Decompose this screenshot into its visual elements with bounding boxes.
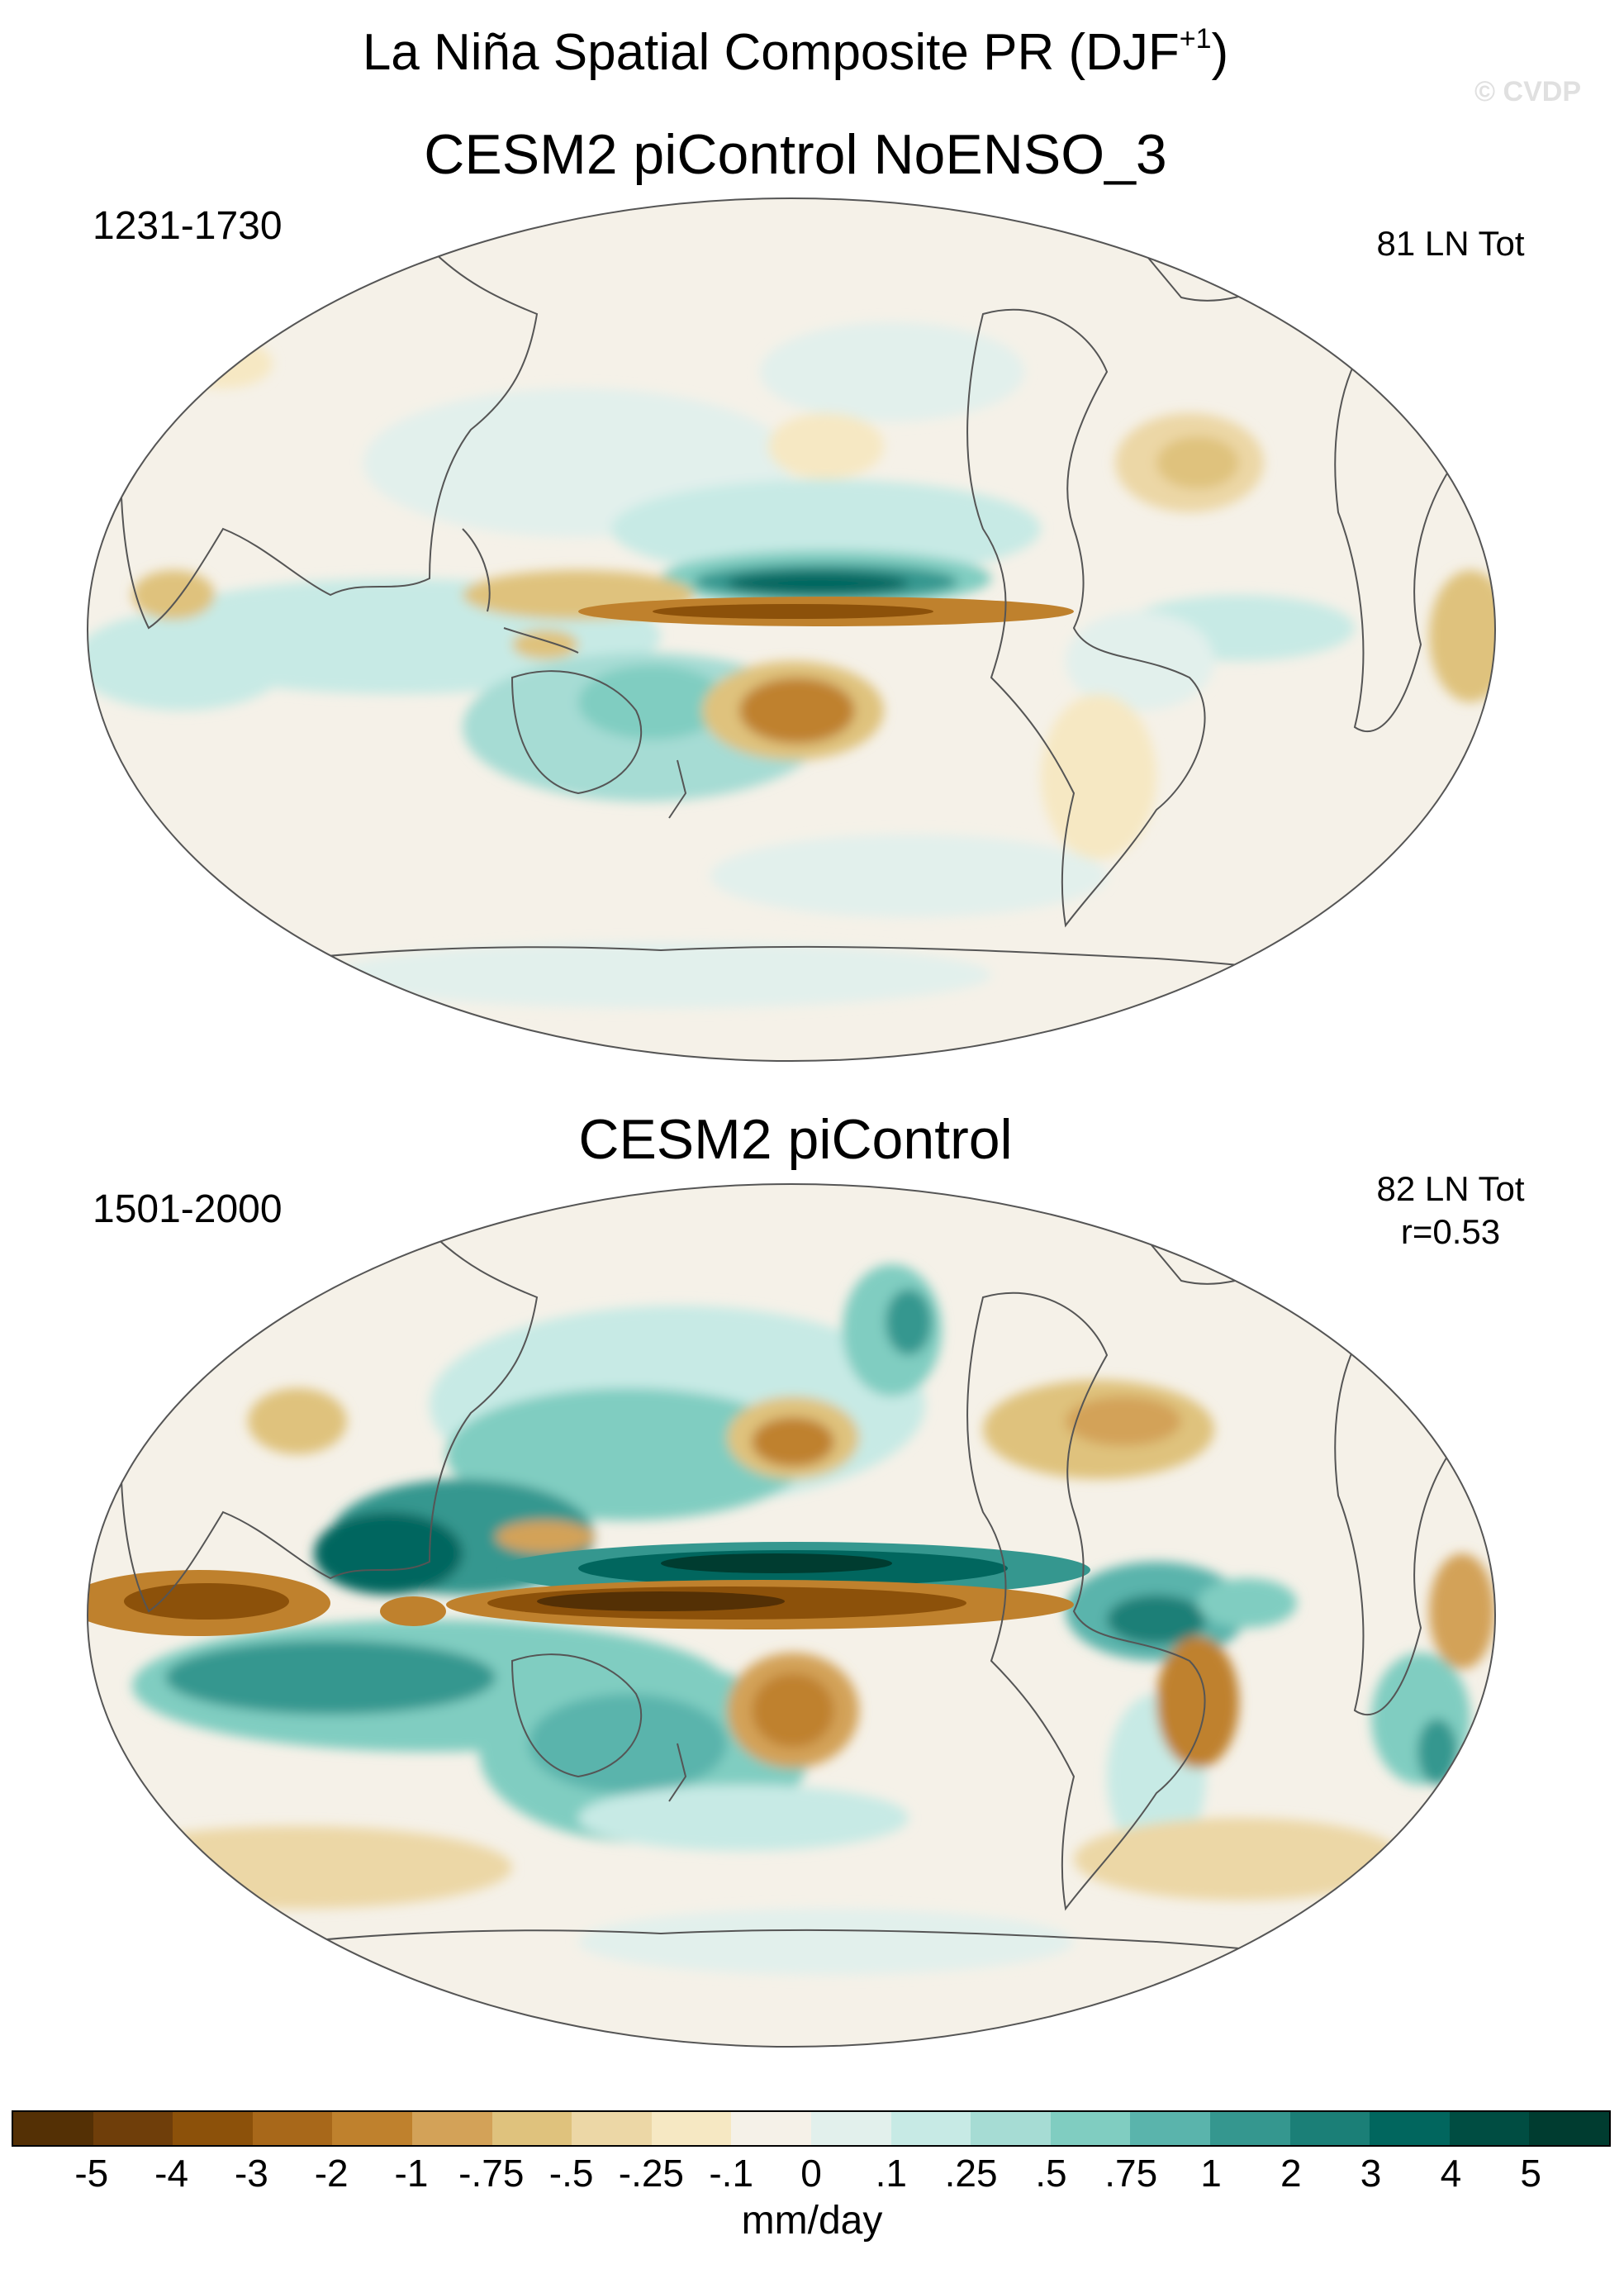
colorbar-tick-label: .25 (944, 2152, 998, 2195)
colorbar-segment (491, 2112, 572, 2145)
colorbar-tick-label: 2 (1280, 2152, 1302, 2195)
panel-1-title: CESM2 piControl NoENSO_3 (424, 123, 1167, 186)
colorbar-segment (332, 2112, 412, 2145)
colorbar-tick-label: -.1 (709, 2152, 754, 2195)
colorbar-segment (93, 2112, 173, 2145)
colorbar-tick-label: 0 (800, 2152, 822, 2195)
colorbar-segment (1289, 2112, 1370, 2145)
colorbar-segment (1209, 2112, 1290, 2145)
colorbar (12, 2110, 1611, 2147)
colorbar-tick-label: -.75 (458, 2152, 525, 2195)
panel-2-title: CESM2 piControl (578, 1108, 1013, 1171)
colorbar-units: mm/day (741, 2199, 883, 2243)
colorbar-tick-label: -1 (394, 2152, 429, 2195)
panel-2-period: 1501-2000 (93, 1187, 283, 1231)
figure-title: La Niña Spatial Composite PR (DJF+1) (362, 23, 1229, 81)
colorbar-tick-label: -.5 (548, 2152, 594, 2195)
panel-1-period: 1231-1730 (93, 204, 283, 248)
colorbar-tick-label: -2 (314, 2152, 349, 2195)
colorbar-segment (411, 2112, 492, 2145)
colorbar-segment (252, 2112, 333, 2145)
panel-1-map (88, 198, 1495, 1061)
colorbar-segment (651, 2112, 732, 2145)
colorbar-tick-label: 4 (1440, 2152, 1462, 2195)
colorbar-segment (572, 2112, 652, 2145)
colorbar-segment (810, 2112, 891, 2145)
colorbar-segment (890, 2112, 971, 2145)
panel-2-correlation: r=0.53 (1400, 1212, 1501, 1251)
panel-2-count: 82 LN Tot (1376, 1169, 1525, 1208)
colorbar-segment (1050, 2112, 1131, 2145)
colorbar-tick-label: -5 (74, 2152, 109, 2195)
colorbar-tick-label: 1 (1200, 2152, 1222, 2195)
colorbar-tick-label: -.25 (618, 2152, 685, 2195)
colorbar-tick-label: .75 (1104, 2152, 1158, 2195)
panel-1-count: 81 LN Tot (1376, 224, 1525, 263)
colorbar-segment (1529, 2112, 1609, 2145)
colorbar-segment (971, 2112, 1051, 2145)
colorbar-segment (1370, 2112, 1450, 2145)
colorbar-segment (173, 2112, 253, 2145)
colorbar-tick-label: -4 (154, 2152, 189, 2195)
colorbar-tick-label: 3 (1360, 2152, 1382, 2195)
copyright-label: © CVDP (1474, 76, 1581, 107)
colorbar-segment (1130, 2112, 1210, 2145)
colorbar-tick-label: .1 (875, 2152, 907, 2195)
colorbar-tick-label: -3 (234, 2152, 268, 2195)
colorbar-segment (1449, 2112, 1530, 2145)
colorbar-segment (13, 2112, 93, 2145)
figure-title-superscript: +1 (1179, 23, 1212, 55)
colorbar-tick-label: 5 (1520, 2152, 1541, 2195)
panel-2-map (88, 1184, 1495, 2047)
maps-layer (87, 197, 1496, 2048)
colorbar-tick-label: .5 (1035, 2152, 1067, 2195)
colorbar-segment (731, 2112, 811, 2145)
